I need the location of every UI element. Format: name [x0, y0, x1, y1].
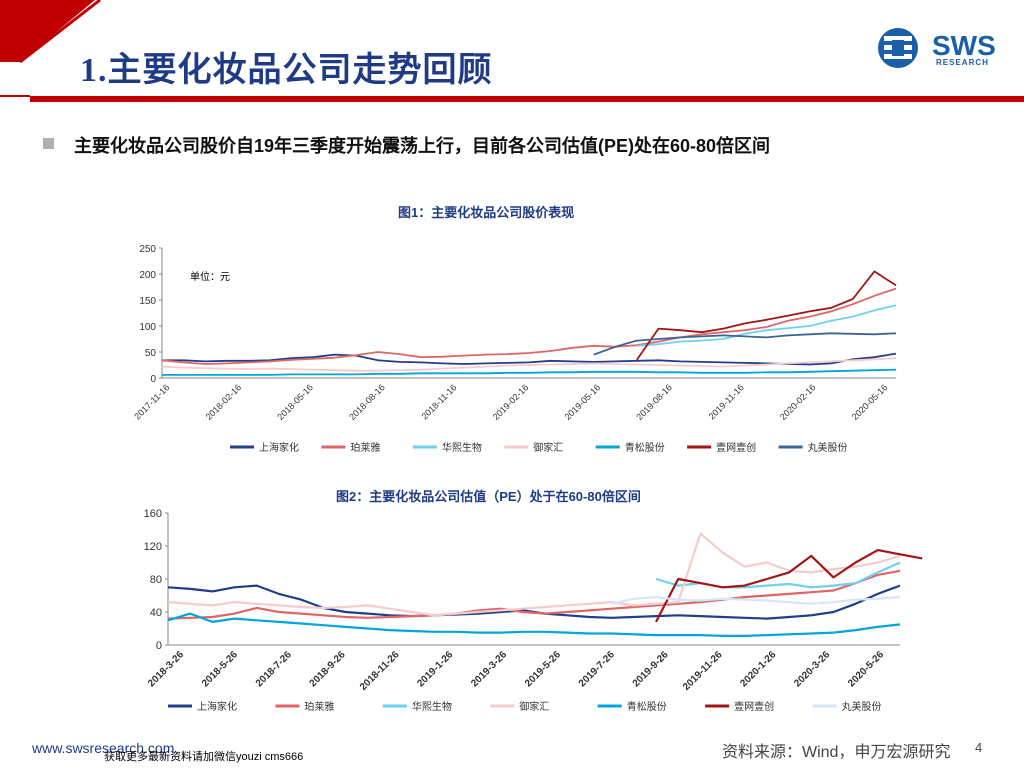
chart1-legend-label: 上海家化 [259, 441, 299, 454]
header-red-underline [30, 96, 1024, 102]
chart1-series-line [161, 287, 897, 365]
chart1-y-tick-label: 100 [139, 322, 156, 333]
chart1-series-line [636, 304, 897, 347]
chart1-legend-label: 珀莱雅 [350, 441, 380, 454]
chart1-legend-label: 壹网壹创 [716, 441, 756, 454]
chart2-x-tick-label: 2020-5-26 [846, 649, 886, 689]
chart2-series-line [167, 532, 901, 617]
chart2-legend-label: 华熙生物 [412, 700, 452, 713]
chart2-y-tick-label: 0 [156, 640, 162, 652]
chart1-y-tick-label: 0 [150, 374, 156, 385]
chart2-legend-label: 青松股份 [627, 700, 667, 713]
chart2-legend-label: 珀莱雅 [304, 700, 334, 713]
page-number: 4 [975, 740, 983, 755]
chart1-legend-label: 丸美股份 [808, 441, 848, 454]
sws-logo-icon [878, 28, 918, 68]
chart1-series-line [636, 270, 897, 361]
chart2-x-tick-label: 2019-5-26 [523, 649, 563, 689]
chart1-legend-label: 青松股份 [625, 441, 665, 454]
chart2-x-tick-label: 2018-9-26 [308, 649, 348, 689]
page-title: 1.主要化妆品公司走势回顾 [80, 52, 493, 89]
chart2-x-tick-label: 2019-7-26 [577, 649, 617, 689]
footer-url[interactable]: www.swsresearch.com [32, 740, 175, 756]
chart2-x-tick-label: 2019-11-26 [681, 649, 725, 693]
chart2-legend-label: 丸美股份 [842, 700, 882, 713]
chart2-pe-valuation: 0 40 80 120 160 2018-3-26 2018-5-26 2018-7-26 20… [144, 508, 923, 713]
chart2-x-tick-label: 2018-3-26 [146, 649, 186, 689]
chart1-legend-label: 御家汇 [533, 441, 563, 454]
chart1-y-tick-label: 200 [139, 270, 156, 281]
chart2-y-tick-label: 40 [150, 607, 162, 619]
chart2-x-tick-label: 2018-11-26 [358, 649, 402, 693]
chart2-legend-label: 壹网壹创 [734, 700, 774, 713]
chart2-y-tick-label: 80 [150, 574, 162, 586]
chart2-series-line [611, 595, 901, 605]
chart2-x-tick-label: 2019-9-26 [631, 649, 671, 689]
chart1-unit: 单位：元 [190, 272, 230, 283]
chart2-legend-label: 御家汇 [519, 700, 549, 713]
chart2-y-tick-label: 160 [144, 508, 162, 520]
chart1-series-line [593, 332, 897, 356]
chart1-series-line [162, 368, 897, 376]
chart1-y-tick-label: 50 [145, 348, 157, 359]
chart1-legend-label: 华熙生物 [442, 441, 482, 454]
chart2-x-tick-label: 2019-3-26 [469, 649, 509, 689]
chart1-y-tick-label: 150 [139, 296, 156, 307]
chart2-x-tick-label: 2018-7-26 [254, 649, 294, 689]
chart2-series-line [167, 569, 901, 620]
chart2-x-tick-label: 2020-3-26 [792, 649, 832, 689]
chart2-x-tick-label: 2018-5-26 [200, 649, 240, 689]
bullet-marker [43, 138, 54, 149]
bullet-text: 主要化妆品公司股价自19年三季度开始震荡上行，目前各公司估值(PE)处在60-8… [74, 136, 771, 156]
chart2-series-line [655, 548, 923, 623]
header-decoration [0, 0, 1024, 102]
chart1-series-line [161, 357, 897, 372]
chart1-title: 图1：主要化妆品公司股价表现 [398, 205, 575, 220]
chart2-series-line [167, 612, 901, 638]
logo-name: SWS [932, 30, 996, 61]
source-note: 资料来源：Wind，申万宏源研究 [722, 744, 951, 761]
header-red-corner [0, 0, 95, 62]
chart2-x-tick-label: 2020-1-26 [738, 649, 778, 689]
chart2-legend-label: 上海家化 [197, 700, 237, 713]
chart2-y-tick-label: 120 [144, 541, 162, 553]
chart2-x-tick-label: 2019-1-26 [415, 649, 455, 689]
footer-note: 获取更多最新资料请加微信youzi cms666 [104, 751, 304, 763]
logo-subtitle: RESEARCH [936, 58, 989, 67]
chart1-y-tick-label: 250 [139, 244, 156, 255]
header-red-diagonal [19, 0, 101, 64]
chart2-title: 图2：主要化妆品公司估值（PE）处于在60-80倍区间 [336, 489, 641, 504]
